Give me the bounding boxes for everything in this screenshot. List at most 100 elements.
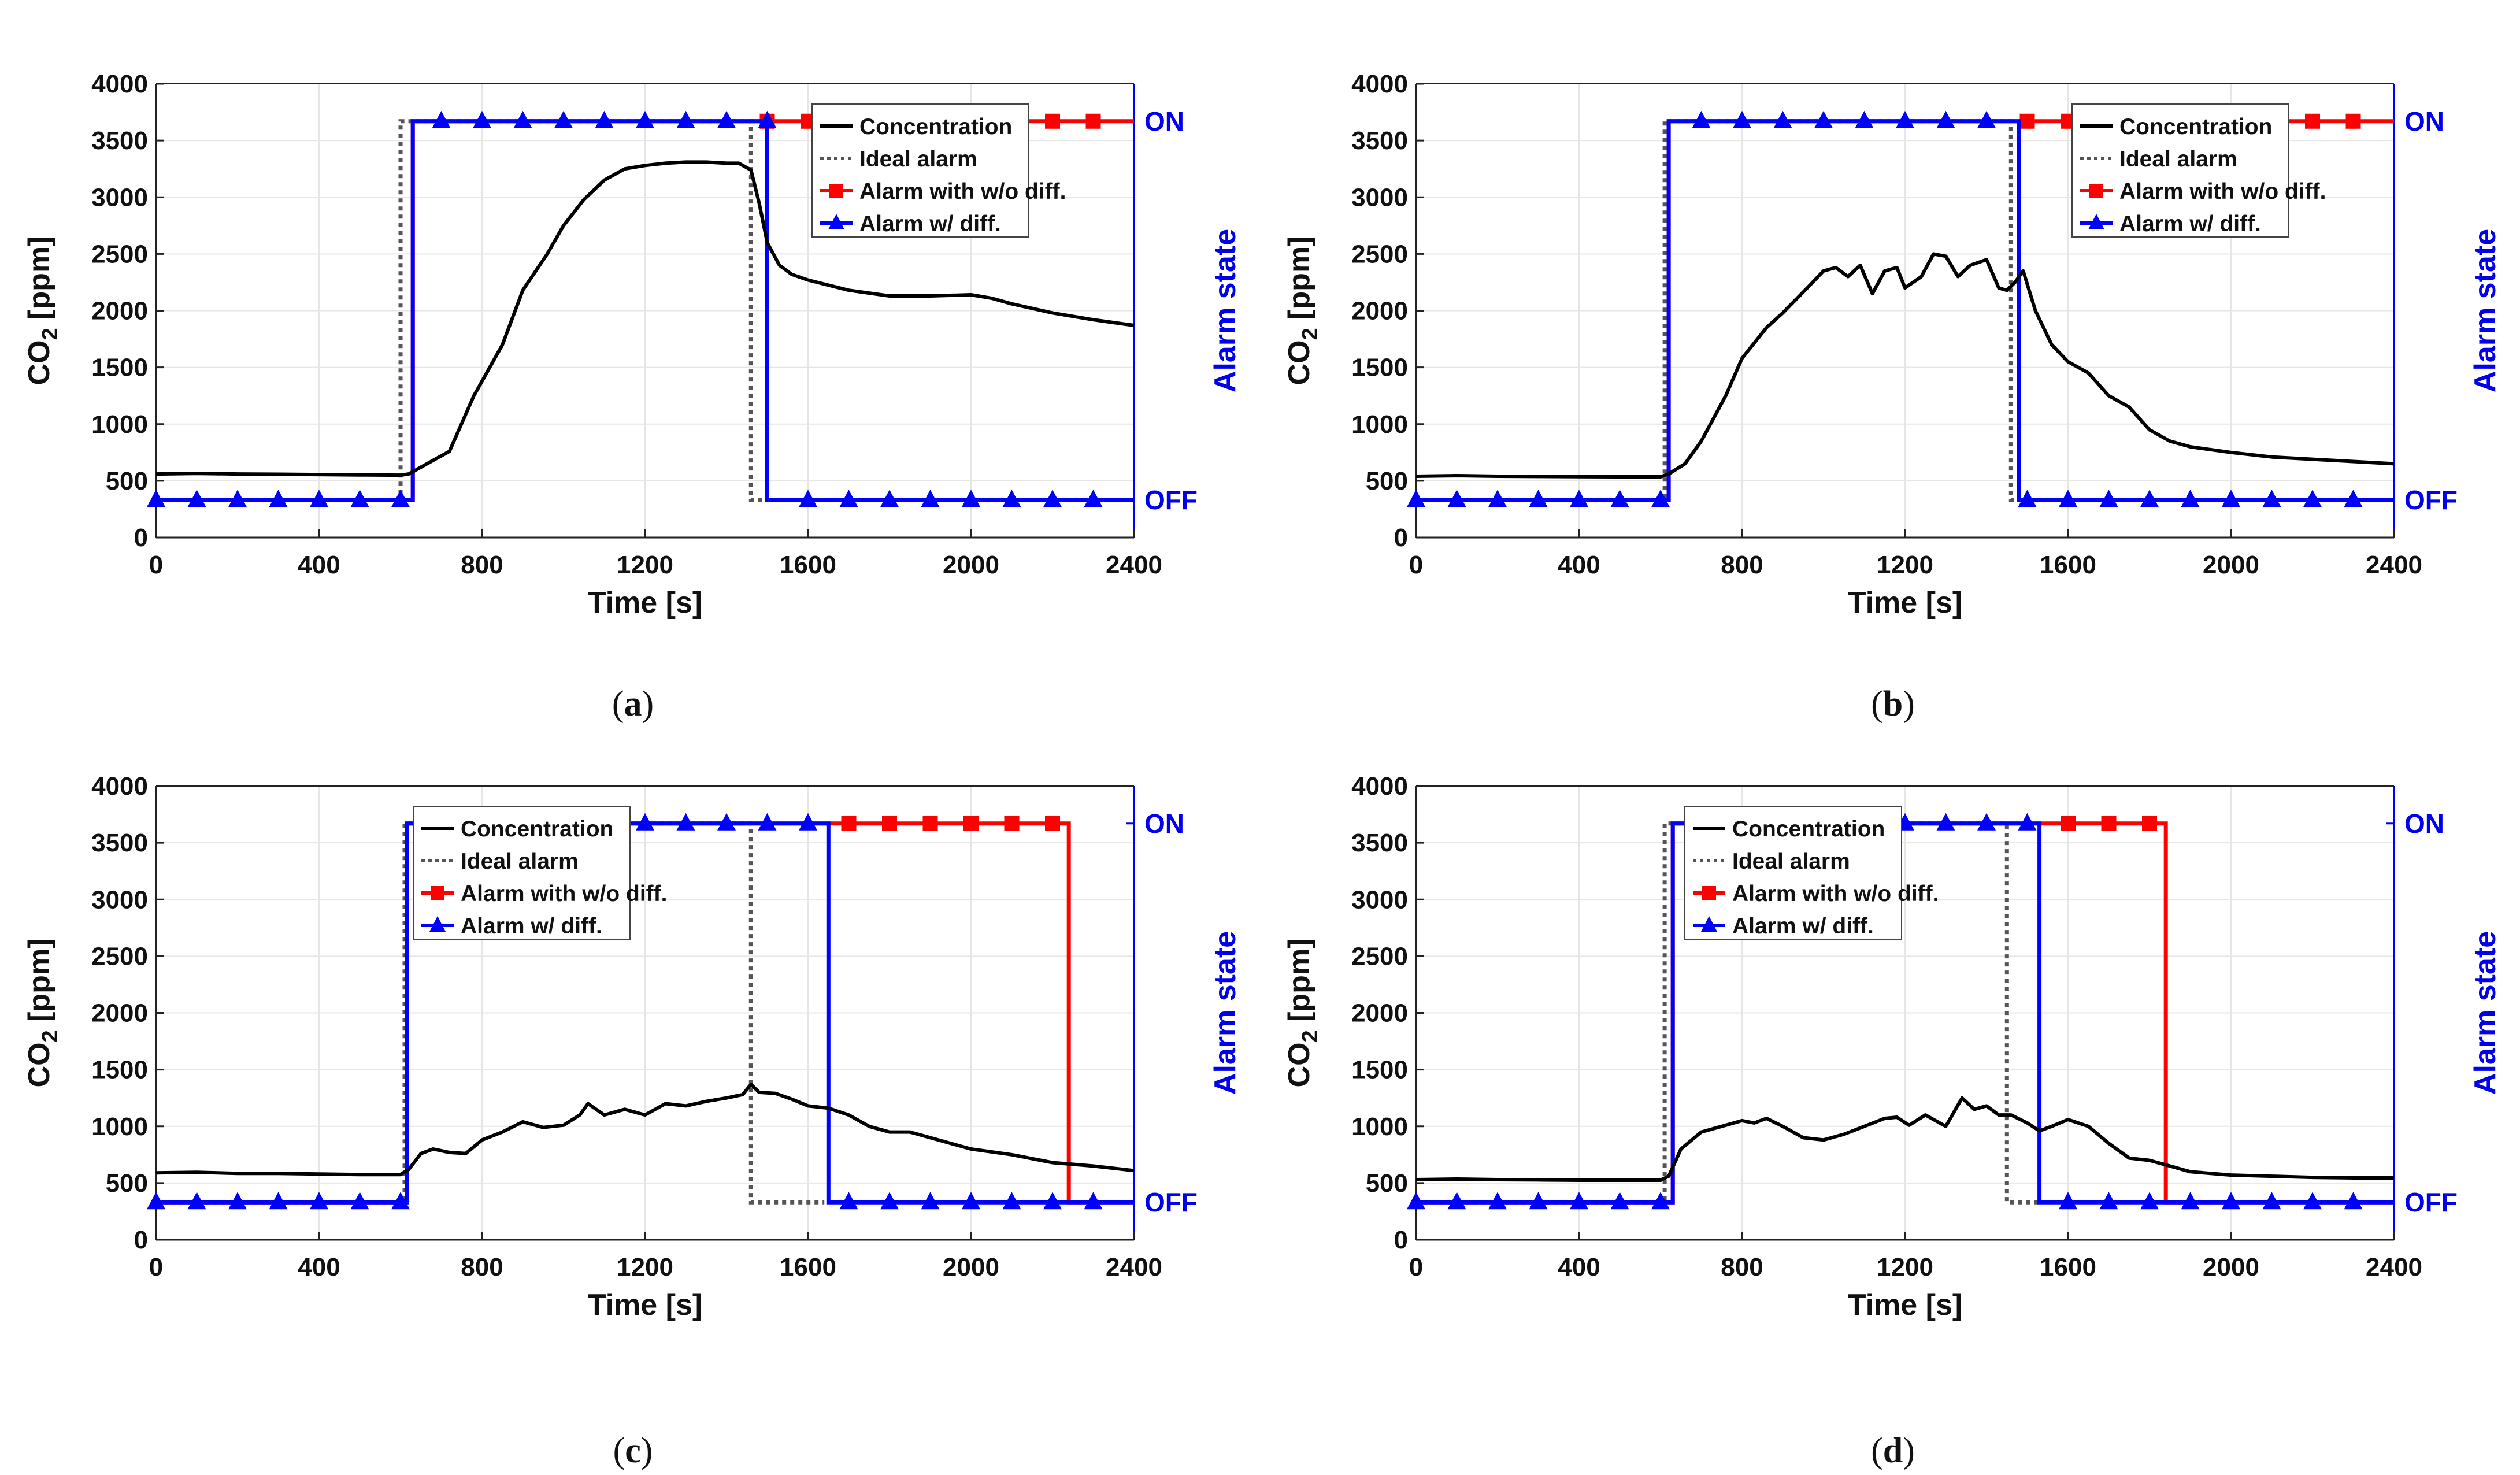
marker-alarm-with-diff [921, 1192, 940, 1210]
legend-marker-triangle [828, 214, 844, 229]
x-axis-title: Time [s] [1848, 1288, 1962, 1322]
legend-marker-triangle [1701, 916, 1717, 932]
legend-label: Alarm with w/o diff. [1732, 881, 1939, 906]
marker-alarm-with-diff [269, 1192, 288, 1210]
y-axis-title: CO2 [ppm] [1283, 939, 1322, 1088]
y-tick-label: 500 [106, 467, 148, 495]
marker-alarm-with-diff [147, 1192, 165, 1210]
panel-caption: (c) [613, 1431, 653, 1470]
y-tick-label: 0 [134, 524, 148, 552]
marker-alarm-without-diff [1045, 113, 1060, 129]
legend-label: Alarm with w/o diff. [461, 881, 668, 906]
marker-alarm-with-diff [2222, 1192, 2240, 1210]
legend-marker-square [829, 184, 843, 198]
marker-alarm-with-diff [1043, 490, 1062, 507]
marker-alarm-with-diff [880, 490, 899, 507]
marker-alarm-with-diff [2018, 490, 2037, 507]
alarm-off-label: OFF [1144, 485, 1198, 515]
y-tick-label: 500 [106, 1169, 148, 1198]
marker-alarm-with-diff [1610, 490, 1629, 507]
marker-alarm-with-diff [799, 490, 817, 507]
x-tick-label: 800 [1721, 551, 1763, 579]
y-tick-label: 1000 [91, 410, 148, 439]
marker-alarm-with-diff [2222, 490, 2240, 507]
x-tick-label: 2400 [1106, 1253, 1162, 1281]
y-tick-label: 4000 [91, 70, 148, 98]
marker-alarm-with-diff [350, 1192, 369, 1210]
marker-alarm-with-diff [595, 110, 614, 128]
series-alarm-with-diff [1416, 119, 2394, 502]
y-axis-title: CO2 [ppm] [1283, 236, 1322, 386]
marker-alarm-with-diff [1570, 490, 1588, 507]
y-tick-label: 4000 [1351, 772, 1408, 800]
series-concentration [155, 1083, 1135, 1177]
legend-label: Concentration [461, 817, 613, 842]
x-tick-label: 1600 [2040, 551, 2096, 579]
marker-alarm-with-diff [1447, 1192, 1466, 1210]
legend-label: Alarm w/ diff. [2119, 212, 2261, 236]
legend: Concentration Ideal alarm Alarm with w/o d… [2071, 103, 2326, 238]
series-concentration [155, 160, 1135, 477]
marker-alarm-with-diff [1936, 110, 1955, 128]
chart-panel-a: 0 400 800 1200 1600 2000 2400 0 500 1000 1500 2000 2… [23, 70, 1242, 724]
marker-alarm-with-diff [1570, 1192, 1588, 1210]
x-tick-label: 0 [1409, 1253, 1423, 1281]
marker-alarm-without-diff [1045, 816, 1060, 831]
marker-alarm-with-diff [269, 490, 288, 507]
series-concentration [1415, 252, 2395, 479]
y2-axis-title: Alarm state [2469, 931, 2502, 1095]
y-tick-label: 2000 [91, 999, 148, 1028]
y-tick-label: 0 [1394, 524, 1408, 552]
x-tick-label: 1600 [780, 1253, 836, 1281]
marker-alarm-with-diff [1529, 1192, 1548, 1210]
y-tick-label: 2000 [1351, 297, 1408, 325]
panel-caption: (b) [1871, 684, 1915, 724]
marker-alarm-with-diff [2099, 1192, 2118, 1210]
marker-alarm-with-diff [1977, 813, 1996, 831]
legend-marker-triangle [429, 916, 446, 932]
alarm-off-label: OFF [1144, 1187, 1198, 1217]
marker-alarm-with-diff [1977, 110, 1996, 128]
x-tick-label: 400 [298, 1253, 340, 1281]
x-tick-label: 2400 [2366, 1253, 2422, 1281]
x-tick-label: 1200 [1877, 1253, 1933, 1281]
marker-alarm-with-diff [1896, 110, 1914, 128]
marker-alarm-with-diff [2303, 490, 2322, 507]
y-tick-label: 0 [1394, 1226, 1408, 1254]
y-tick-label: 3000 [91, 885, 148, 914]
marker-alarm-with-diff [432, 110, 451, 128]
marker-alarm-with-diff [1043, 1192, 1062, 1210]
legend-label: Alarm with w/o diff. [859, 179, 1066, 204]
marker-alarm-without-diff [2142, 816, 2157, 831]
legend-label: Ideal alarm [2119, 147, 2237, 172]
y-tick-label: 3500 [1351, 127, 1408, 155]
marker-alarm-with-diff [1610, 1192, 1629, 1210]
grid [155, 785, 1135, 1240]
legend-box [413, 806, 631, 940]
marker-alarm-with-diff [1936, 813, 1955, 831]
y-tick-label: 2000 [1351, 999, 1408, 1028]
marker-alarm-with-diff [1407, 1192, 1425, 1210]
series-ideal-alarm [1416, 119, 2019, 502]
marker-alarm-with-diff [2059, 1192, 2077, 1210]
y2-axis-title: Alarm state [2469, 229, 2502, 392]
x-tick-label: 0 [149, 1253, 163, 1281]
marker-alarm-with-diff [880, 1192, 899, 1210]
y-tick-label: 0 [134, 1226, 148, 1254]
marker-alarm-with-diff [2099, 490, 2118, 507]
y-tick-label: 2500 [91, 942, 148, 970]
chart-panel-c: 0 400 800 1200 1600 2000 2400 0 500 1000 1500 2000 2… [23, 772, 1242, 1470]
marker-alarm-with-diff [962, 1192, 980, 1210]
marker-alarm-with-diff [391, 490, 410, 507]
marker-alarm-with-diff [187, 490, 206, 507]
marker-alarm-with-diff [1488, 1192, 1507, 1210]
y2-axis-title: Alarm state [1209, 229, 1242, 392]
marker-alarm-with-diff [839, 490, 858, 507]
legend-marker-square [1702, 886, 1716, 900]
marker-alarm-with-diff [1084, 1192, 1103, 1210]
y-tick-label: 500 [1366, 1169, 1408, 1198]
x-tick-label: 2400 [2366, 551, 2422, 579]
legend-marker-square [2089, 184, 2103, 198]
legend-label: Alarm w/ diff. [1732, 914, 1874, 939]
alarm-on-label: ON [1144, 106, 1184, 136]
